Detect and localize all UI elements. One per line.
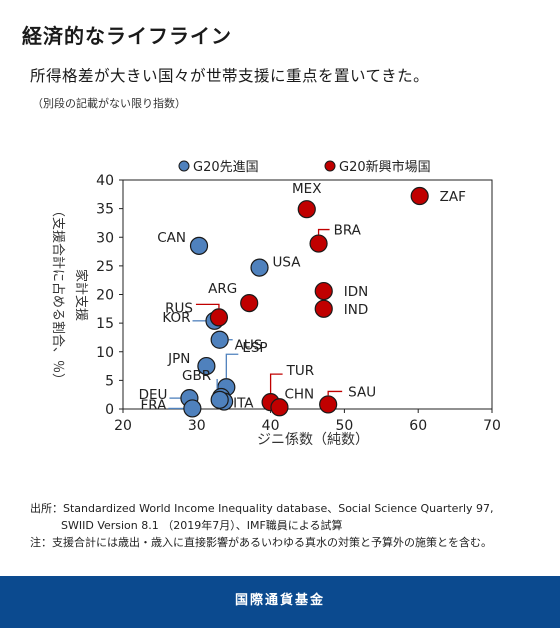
emerging-market-point <box>314 299 333 318</box>
y-axis-label-line-2: （支援合計に占める割合、％） <box>50 204 66 386</box>
point-label: ESP <box>242 340 267 356</box>
emerging-market-point <box>319 395 338 414</box>
page-subtitle: 所得格差が大きい国々が世帯支援に重点を置いてきた。 <box>30 67 430 85</box>
point-label: TUR <box>286 363 315 379</box>
point-label: ARG <box>208 281 237 297</box>
x-tick-label: 40 <box>262 418 280 434</box>
point-label: KOR <box>162 310 190 326</box>
point-label: DEU <box>139 387 168 403</box>
source-notes: 出所：Standardized World Income Inequality … <box>30 500 540 551</box>
point-label: FRA <box>141 397 168 413</box>
x-tick-label: 70 <box>483 418 501 434</box>
y-tick-label: 0 <box>105 402 114 418</box>
point-label: BRA <box>334 223 362 239</box>
point-label: ZAF <box>440 189 466 205</box>
advanced-economy-point <box>189 236 209 255</box>
y-tick-label: 35 <box>96 202 114 218</box>
point-label: GBR <box>182 368 211 384</box>
point-label: MEX <box>292 181 321 197</box>
page-title: 経済的なライフライン <box>22 24 232 48</box>
y-tick-label: 30 <box>96 230 114 246</box>
x-tick-label: 20 <box>114 418 132 434</box>
y-tick-label: 40 <box>96 173 114 189</box>
x-tick-label: 30 <box>188 418 206 434</box>
emerging-market-point <box>297 200 316 219</box>
y-axis-label-line-1: 家計支援 <box>73 269 89 321</box>
x-tick-label: 60 <box>409 418 427 434</box>
point-label: CHN <box>284 386 314 402</box>
source-line-3: 注：支援合計には歳出・歳入に直接影響があるいわゆる真水の対策と予算外の施策とを含… <box>30 536 492 549</box>
emerging-market-point <box>240 293 259 313</box>
legend-marker <box>178 160 190 172</box>
source-line-2: SWIID Version 8.1 （2019年7月）、IMF職員による試算 <box>61 519 343 532</box>
advanced-economy-point <box>183 399 202 418</box>
point-label: RUS <box>165 300 193 316</box>
emerging-market-point <box>410 186 429 206</box>
leader-line <box>269 373 283 394</box>
point-label: SAU <box>348 384 376 400</box>
advanced-economy-point <box>210 390 229 409</box>
point-label: JPN <box>167 351 190 367</box>
x-axis-label: ジニ係数（純数） <box>257 432 369 448</box>
emerging-market-point <box>270 398 289 417</box>
advanced-economy-point <box>250 258 269 277</box>
point-label: IND <box>344 302 368 318</box>
y-tick-label: 20 <box>96 288 114 304</box>
leader-line <box>195 303 220 309</box>
legend-label: G20先進国 <box>193 160 259 175</box>
point-label: USA <box>273 255 302 271</box>
point-label: ITA <box>233 396 254 412</box>
source-line-1: 出所：Standardized World Income Inequality … <box>30 502 494 515</box>
footer-bar: 国際通貨基金 <box>0 576 560 628</box>
leader-line <box>327 390 343 396</box>
advanced-economy-point <box>210 330 229 349</box>
advanced-economy-point <box>197 356 216 376</box>
y-tick-label: 25 <box>96 259 114 275</box>
footer-brand: 国際通貨基金 <box>234 593 325 608</box>
point-label: CAN <box>157 230 186 246</box>
legend-label: G20新興市場国 <box>339 159 431 175</box>
index-note: （別段の記載がない限り指数） <box>32 97 186 110</box>
point-label: IDN <box>344 284 368 300</box>
y-tick-label: 15 <box>96 316 114 332</box>
emerging-market-point <box>314 281 333 301</box>
y-tick-label: 5 <box>105 373 114 389</box>
leader-line <box>225 353 239 379</box>
y-tick-label: 10 <box>96 345 114 361</box>
legend-marker <box>324 160 336 172</box>
emerging-market-point <box>209 308 229 327</box>
leader-line <box>317 228 330 235</box>
scatter-chart: 20 30 40 50 60 700510152025303540ジニ係数（純数）家計支援… <box>50 159 501 448</box>
emerging-market-point <box>309 234 328 253</box>
point-label: AUS <box>235 338 263 354</box>
x-tick-label: 50 <box>335 418 353 434</box>
